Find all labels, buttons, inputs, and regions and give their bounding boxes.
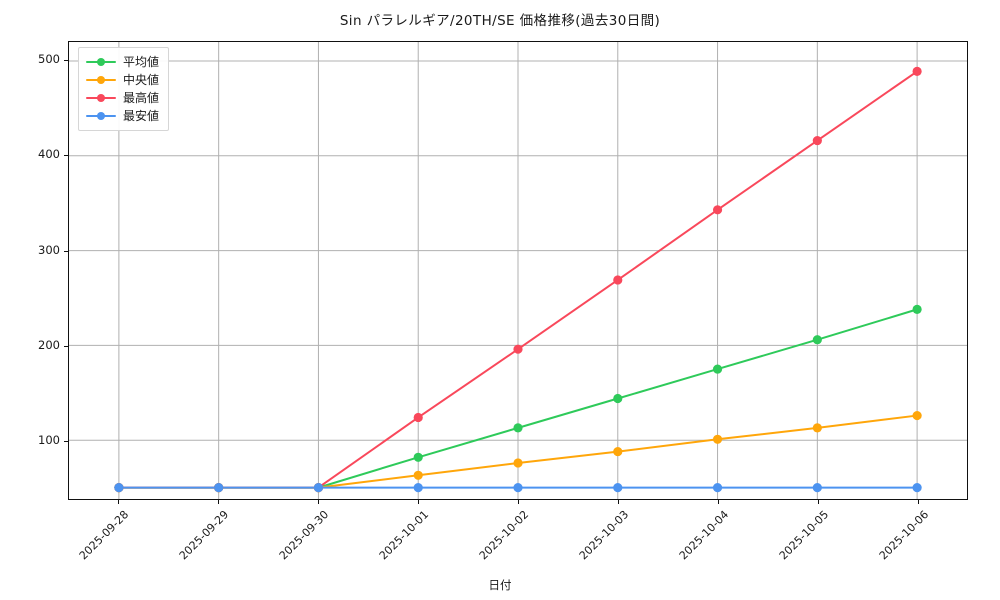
data-point[interactable]: [413, 483, 423, 493]
data-point[interactable]: [613, 275, 623, 285]
y-tick-mark: [64, 250, 68, 252]
y-tick-label: 500: [38, 52, 60, 67]
x-tick-mark: [718, 500, 720, 504]
y-tick-mark: [64, 155, 68, 157]
chart-legend[interactable]: 平均値中央値最高値最安値: [78, 47, 170, 131]
data-point[interactable]: [912, 66, 922, 76]
x-tick-mark: [618, 500, 620, 504]
data-point[interactable]: [712, 364, 723, 374]
data-point[interactable]: [513, 458, 523, 468]
x-tick-mark: [518, 500, 520, 504]
legend-swatch-icon: [86, 56, 116, 68]
legend-swatch-icon: [86, 110, 116, 122]
x-tick-label: 2025-09-29: [176, 508, 232, 563]
legend-item-1[interactable]: 中央値: [86, 71, 159, 89]
y-tick-label: 200: [38, 337, 60, 352]
legend-label: 最安値: [123, 109, 160, 123]
x-tick-label: 2025-10-01: [376, 508, 432, 563]
x-tick-label: 2025-10-04: [676, 508, 732, 563]
data-point[interactable]: [513, 344, 523, 354]
x-tick-mark: [118, 500, 120, 504]
x-tick-mark: [418, 500, 420, 504]
x-tick-label: 2025-09-30: [276, 508, 332, 563]
y-tick-mark: [64, 440, 68, 443]
x-tick-mark: [218, 500, 220, 504]
x-tick-label: 2025-10-06: [876, 508, 932, 563]
chart-title: Sin パラレルギア/20TH/SE 価格推移(過去30日間): [339, 13, 661, 29]
data-point[interactable]: [413, 470, 423, 480]
y-tick-mark: [64, 345, 68, 347]
legend-label: 平均値: [123, 55, 160, 69]
data-point[interactable]: [413, 452, 423, 462]
legend-swatch-icon: [86, 92, 116, 104]
data-point[interactable]: [513, 423, 523, 433]
legend-item-2[interactable]: 最高値: [86, 89, 159, 107]
data-point[interactable]: [912, 483, 922, 493]
data-point[interactable]: [912, 410, 922, 421]
x-tick-label: 2025-10-02: [476, 508, 532, 563]
legend-item-0[interactable]: 平均値: [86, 53, 159, 71]
x-tick-mark: [318, 500, 320, 504]
data-point[interactable]: [413, 412, 423, 423]
data-point[interactable]: [313, 483, 324, 493]
y-tick-label: 400: [38, 147, 60, 162]
data-point[interactable]: [613, 483, 623, 493]
data-point[interactable]: [812, 335, 822, 345]
data-point[interactable]: [613, 393, 623, 404]
data-point[interactable]: [214, 483, 224, 493]
data-point[interactable]: [712, 205, 723, 215]
legend-item-3[interactable]: 最安値: [86, 107, 159, 125]
legend-swatch-icon: [86, 74, 116, 86]
x-tick-mark: [918, 500, 920, 504]
x-tick-label: 2025-10-05: [776, 508, 832, 563]
legend-label: 中央値: [123, 73, 160, 87]
data-point[interactable]: [114, 483, 124, 493]
plot-area: [68, 41, 968, 500]
data-point[interactable]: [812, 136, 822, 146]
x-tick-label: 2025-09-28: [76, 508, 132, 563]
data-point[interactable]: [812, 483, 822, 493]
data-point[interactable]: [812, 423, 822, 433]
y-tick-mark: [64, 60, 68, 62]
x-tick-label: 2025-10-03: [576, 508, 632, 563]
data-point[interactable]: [513, 483, 523, 493]
data-point[interactable]: [712, 434, 723, 444]
y-tick-label: 100: [38, 432, 60, 447]
x-axis-label: 日付: [488, 578, 512, 592]
legend-label: 最高値: [123, 91, 160, 105]
y-tick-label: 300: [38, 242, 60, 257]
x-tick-mark: [818, 500, 820, 504]
data-point[interactable]: [912, 304, 922, 314]
series-layer: [114, 66, 922, 493]
data-point[interactable]: [613, 447, 623, 457]
data-point[interactable]: [712, 483, 723, 493]
